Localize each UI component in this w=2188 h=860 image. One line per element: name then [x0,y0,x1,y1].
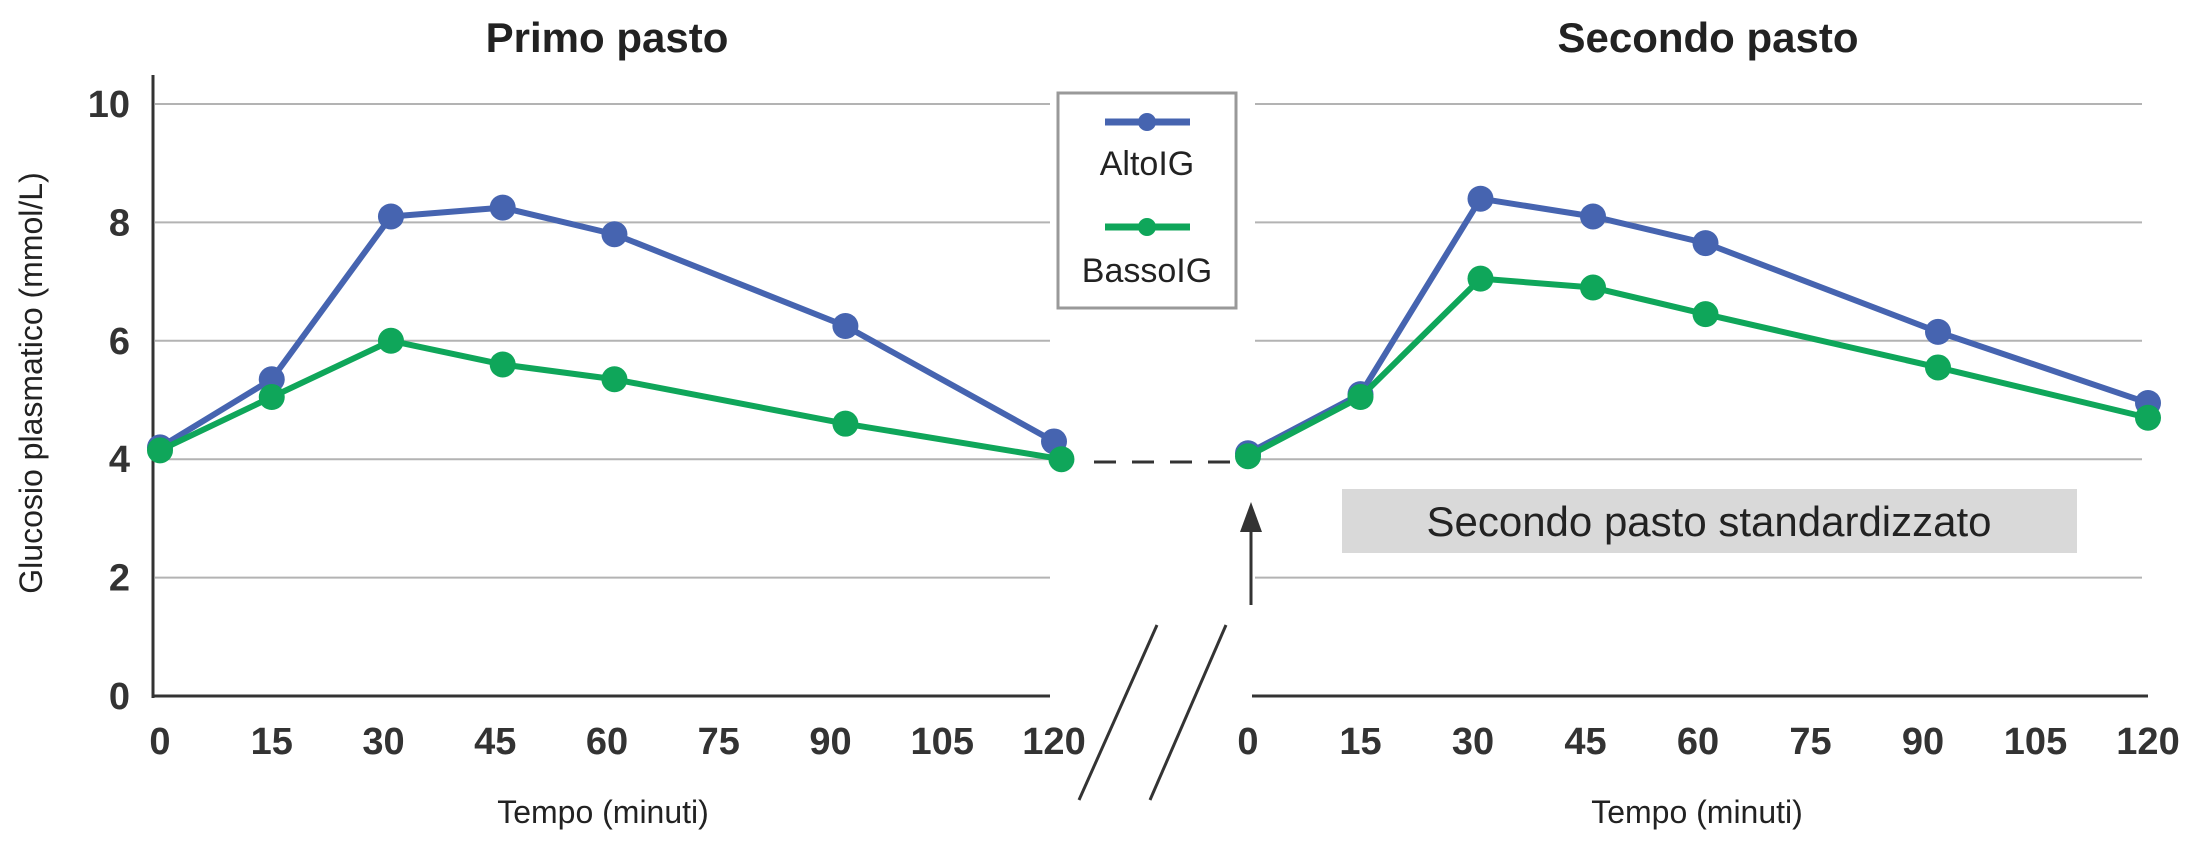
legend: AltoIG BassoIG [1056,91,1238,310]
panel2-title: Secondo pasto [1557,14,1858,61]
legend-altoig-label: AltoIG [1100,145,1194,183]
legend-bassoig-marker [1138,218,1156,236]
panel2-bassoig-point [2135,404,2161,431]
panel2-bassoig-point [1347,384,1374,411]
x-tick-label: 0 [1237,721,1258,763]
panel2-gridlines [1255,103,2142,579]
legend-altoig-marker [1138,113,1156,131]
x-tick-label: 75 [1789,721,1831,763]
panel2-altoig-point [1925,318,1951,345]
panel1-x-axis-label: Tempo (minuti) [497,794,709,830]
x-tick-label: 15 [251,721,293,763]
panel1-altoig-point [258,366,285,393]
y-tick-label: 6 [109,321,130,363]
axis-break-mark-left [1077,624,1159,801]
panel2-altoig-point [1692,230,1719,257]
panel2-bassoig-point [1467,265,1494,292]
annotation-box [1342,489,2077,553]
tick-labels: 0 2 4 6 8 10 0 15 30 45 60 75 90 105 120 0 15 30 45 60 75 90 1… [88,84,2180,763]
x-tick-label: 15 [1339,721,1381,763]
y-tick-label: 2 [109,558,130,600]
panel2-bassoig-point [1235,443,1261,470]
x-tick-label: 0 [149,721,170,763]
panel1-bassoig-point [601,366,628,393]
y-tick-label: 10 [88,84,130,126]
panel1-altoig-point [601,221,628,248]
panel1-altoig-point [832,313,859,339]
panel1-bassoig-line [158,337,1062,463]
panel1-bassoig-point [489,351,516,378]
x-tick-label: 30 [362,721,404,763]
y-tick-label: 0 [109,676,130,718]
y-tick-label: 4 [109,439,130,481]
y-axis-label: Glucosio plasmatico (mmol/L) [13,172,49,593]
x-tick-label: 60 [1677,721,1719,763]
x-tick-label: 105 [911,721,974,763]
panel1-bassoig-point [147,437,173,464]
panel2-bassoig-point [1580,274,1606,301]
data-series [147,185,2161,473]
x-tick-label: 90 [809,721,851,763]
panel1-gridlines [155,103,1050,579]
x-tick-label: 45 [474,721,516,763]
x-tick-label: 120 [2116,721,2179,763]
legend-bassoig-label: BassoIG [1082,252,1212,290]
x-tick-label: 60 [586,721,628,763]
x-tick-label: 30 [1452,721,1494,763]
panel2-bassoig-point [1692,301,1719,328]
panel2-altoig-point [1580,203,1606,230]
axis-break-mark-right [1148,624,1228,801]
panel2-x-axis-label: Tempo (minuti) [1591,794,1803,830]
x-tick-label: 105 [2004,721,2067,763]
x-tick-label: 45 [1564,721,1606,763]
annotation-arrow-head-icon [1240,502,1262,532]
panel2-bassoig-point [1925,354,1951,381]
panel1-altoig-point [489,194,516,221]
x-tick-label: 90 [1902,721,1944,763]
y-tick-label: 8 [109,202,130,244]
annotation-text: Secondo pasto standardizzato [1426,498,1991,545]
panel1-bassoig-point [832,410,859,437]
panel1-title: Primo pasto [486,14,729,61]
panel1-bassoig-point [1048,446,1075,473]
panel1-altoig-point [377,203,404,230]
x-tick-label: 120 [1022,721,1085,763]
x-tick-label: 75 [698,721,740,763]
panel1-bassoig-point [258,384,285,411]
panel2-altoig-point [1467,185,1494,212]
panel1-bassoig-point [377,327,404,354]
